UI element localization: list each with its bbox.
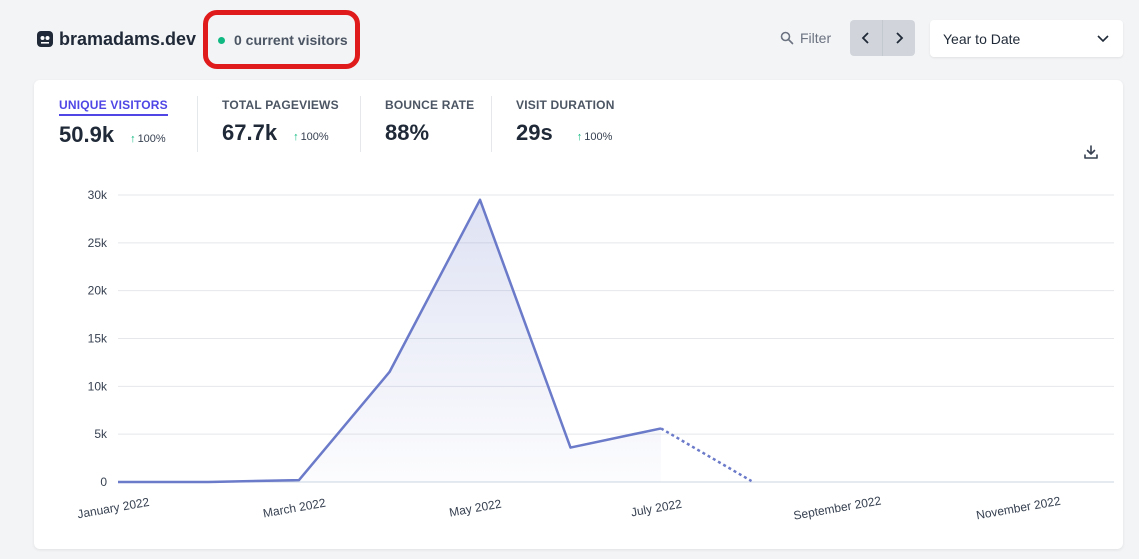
site-logo-icon bbox=[37, 31, 53, 47]
stat-label: TOTAL PAGEVIEWS bbox=[222, 98, 339, 112]
stat-visit-duration[interactable]: VISIT DURATION 29s ↑ 100% bbox=[516, 96, 615, 146]
filter-label: Filter bbox=[800, 30, 832, 46]
current-visitors[interactable]: 0 current visitors bbox=[218, 32, 348, 48]
site-name[interactable]: bramadams.dev bbox=[59, 29, 197, 49]
stat-change: ↑ 100% bbox=[577, 131, 613, 143]
stat-total-pageviews[interactable]: TOTAL PAGEVIEWS 67.7k ↑ 100% bbox=[222, 96, 339, 146]
period-nav bbox=[850, 20, 915, 56]
stat-unique-visitors[interactable]: UNIQUE VISITORS 50.9k ↑ 100% bbox=[59, 96, 168, 148]
stat-bounce-rate[interactable]: BOUNCE RATE 88% bbox=[385, 96, 474, 146]
stat-value: 88% bbox=[385, 120, 430, 145]
arrow-up-icon: ↑ bbox=[576, 131, 583, 143]
download-icon[interactable] bbox=[1083, 144, 1099, 160]
next-period-button[interactable] bbox=[882, 20, 915, 56]
live-dot-icon bbox=[218, 36, 225, 44]
chevron-right-icon bbox=[896, 32, 904, 44]
current-visitors-label: 0 current visitors bbox=[234, 32, 348, 48]
stat-label: BOUNCE RATE bbox=[385, 98, 475, 112]
stats-card: UNIQUE VISITORS 50.9k ↑ 100% TOTAL PAGEVI… bbox=[34, 80, 1123, 549]
period-select-value: Year to Date bbox=[943, 30, 1021, 47]
arrow-up-icon: ↑ bbox=[293, 131, 299, 143]
stat-value: 67.7k bbox=[222, 120, 278, 145]
arrow-up-icon: ↑ bbox=[130, 133, 136, 145]
stat-divider bbox=[197, 96, 198, 152]
stat-change: ↑ 100% bbox=[293, 131, 329, 143]
period-select[interactable]: Year to Date bbox=[930, 20, 1123, 57]
search-icon bbox=[780, 31, 794, 45]
previous-period-button[interactable] bbox=[850, 20, 882, 56]
stat-label: VISIT DURATION bbox=[516, 98, 615, 112]
stat-value: 50.9k bbox=[59, 122, 115, 147]
stat-value: 29s bbox=[516, 120, 553, 145]
stat-change-value: 100% bbox=[137, 133, 166, 145]
stat-change-value: 100% bbox=[584, 131, 613, 143]
red-highlight-annotation bbox=[203, 10, 360, 69]
chevron-left-icon bbox=[861, 32, 869, 44]
stat-change-value: 100% bbox=[300, 131, 329, 143]
filter-button[interactable]: Filter bbox=[780, 30, 831, 46]
stat-divider bbox=[360, 96, 361, 152]
stat-change: ↑ 100% bbox=[130, 133, 166, 145]
stat-label: UNIQUE VISITORS bbox=[59, 97, 168, 116]
stat-divider bbox=[491, 96, 492, 152]
chevron-down-icon bbox=[1097, 34, 1109, 42]
